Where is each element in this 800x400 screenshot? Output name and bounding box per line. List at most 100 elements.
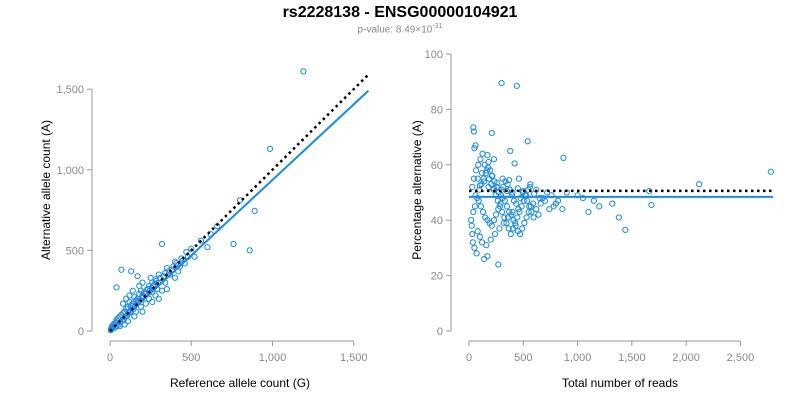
data-point — [482, 170, 489, 177]
data-point — [132, 308, 140, 315]
data-point — [266, 145, 274, 152]
data-point — [470, 208, 477, 215]
data-point — [478, 239, 486, 246]
data-point — [300, 68, 307, 75]
data-point — [490, 186, 497, 193]
data-point — [512, 219, 519, 227]
data-point — [470, 175, 477, 182]
data-point — [646, 188, 653, 195]
data-point — [559, 206, 566, 213]
data-point — [523, 197, 531, 204]
data-point — [125, 310, 132, 317]
x-tick-label: 500 — [514, 352, 532, 364]
data-point — [471, 145, 478, 152]
x-tick-label: 1,500 — [618, 352, 646, 364]
data-point — [191, 253, 198, 260]
data-point — [483, 167, 491, 174]
data-point — [527, 181, 534, 188]
data-point — [507, 147, 514, 155]
reference-line — [109, 73, 370, 332]
x-tick-label: 2,500 — [727, 352, 755, 364]
y-tick-label: 20 — [431, 271, 443, 283]
data-point — [648, 201, 655, 209]
data-point — [504, 181, 511, 188]
data-point — [523, 214, 530, 221]
data-point — [615, 214, 622, 221]
data-point — [476, 182, 483, 189]
data-point — [137, 303, 144, 310]
x-tick-label: 1,500 — [340, 352, 368, 364]
data-point — [470, 128, 477, 135]
data-point — [495, 261, 502, 268]
data-point — [513, 200, 520, 207]
data-point — [521, 219, 528, 227]
p-value-text: p-value: 8.49×10 — [357, 24, 433, 36]
data-point — [475, 161, 482, 168]
chart-title: rs2228138 - ENSG00000104921 — [282, 4, 518, 21]
data-point — [509, 208, 516, 215]
y-tick-label: 1,500 — [56, 84, 84, 96]
data-point — [145, 295, 153, 302]
data-point — [487, 167, 494, 174]
data-point — [528, 208, 535, 215]
data-point — [142, 300, 149, 307]
data-point — [533, 206, 540, 213]
data-point — [136, 282, 143, 289]
data-point — [468, 222, 475, 229]
data-point — [499, 208, 506, 215]
data-point — [474, 175, 481, 182]
data-point — [479, 150, 486, 157]
data-point — [471, 244, 478, 251]
data-point — [470, 124, 477, 131]
data-point — [514, 214, 521, 221]
data-point — [546, 206, 553, 213]
data-point — [504, 214, 512, 221]
data-point — [493, 211, 500, 218]
data-point — [473, 250, 480, 257]
data-point — [484, 253, 491, 260]
x-axis-title: Total number of reads — [562, 376, 678, 390]
data-point — [118, 311, 125, 318]
data-point — [579, 194, 587, 202]
data-point — [478, 181, 485, 188]
data-point — [472, 142, 479, 149]
data-point — [471, 203, 479, 210]
data-point — [488, 129, 495, 137]
data-point — [488, 181, 495, 188]
data-point — [491, 230, 499, 238]
data-point — [123, 295, 130, 302]
data-point — [519, 225, 526, 232]
x-axis-title: Reference allele count (G) — [170, 376, 310, 390]
data-point — [476, 233, 483, 240]
data-point — [469, 230, 476, 238]
x-tick-label: 0 — [107, 352, 113, 364]
data-point — [469, 183, 476, 191]
data-point — [516, 230, 524, 238]
data-point — [516, 208, 523, 215]
data-point — [134, 273, 141, 280]
data-point — [530, 214, 537, 221]
data-point — [596, 203, 603, 210]
x-tick-label: 1,000 — [259, 352, 287, 364]
y-axis-title: Percentage alternative (A) — [410, 120, 424, 259]
data-point — [503, 203, 511, 210]
data-point — [487, 236, 494, 243]
data-point — [477, 203, 485, 210]
data-point — [505, 225, 512, 232]
data-point — [560, 154, 567, 161]
data-point — [496, 225, 503, 232]
data-point — [483, 242, 490, 249]
y-tick-label: 80 — [431, 104, 443, 116]
data-point — [526, 203, 533, 210]
data-point — [767, 168, 774, 175]
y-axis-title: Alternative allele count (A) — [39, 120, 53, 260]
panel-allele-counts: 0 500 1,000 1,500 0 500 1,000 1,500 Reference al… — [39, 68, 370, 390]
data-point — [490, 217, 498, 224]
data-point — [536, 194, 543, 202]
x-tick-label: 0 — [466, 352, 472, 364]
y-tick-label: 500 — [66, 245, 84, 257]
data-point — [498, 79, 505, 87]
data-point — [496, 203, 504, 210]
data-point — [204, 244, 211, 251]
data-point — [157, 274, 164, 281]
